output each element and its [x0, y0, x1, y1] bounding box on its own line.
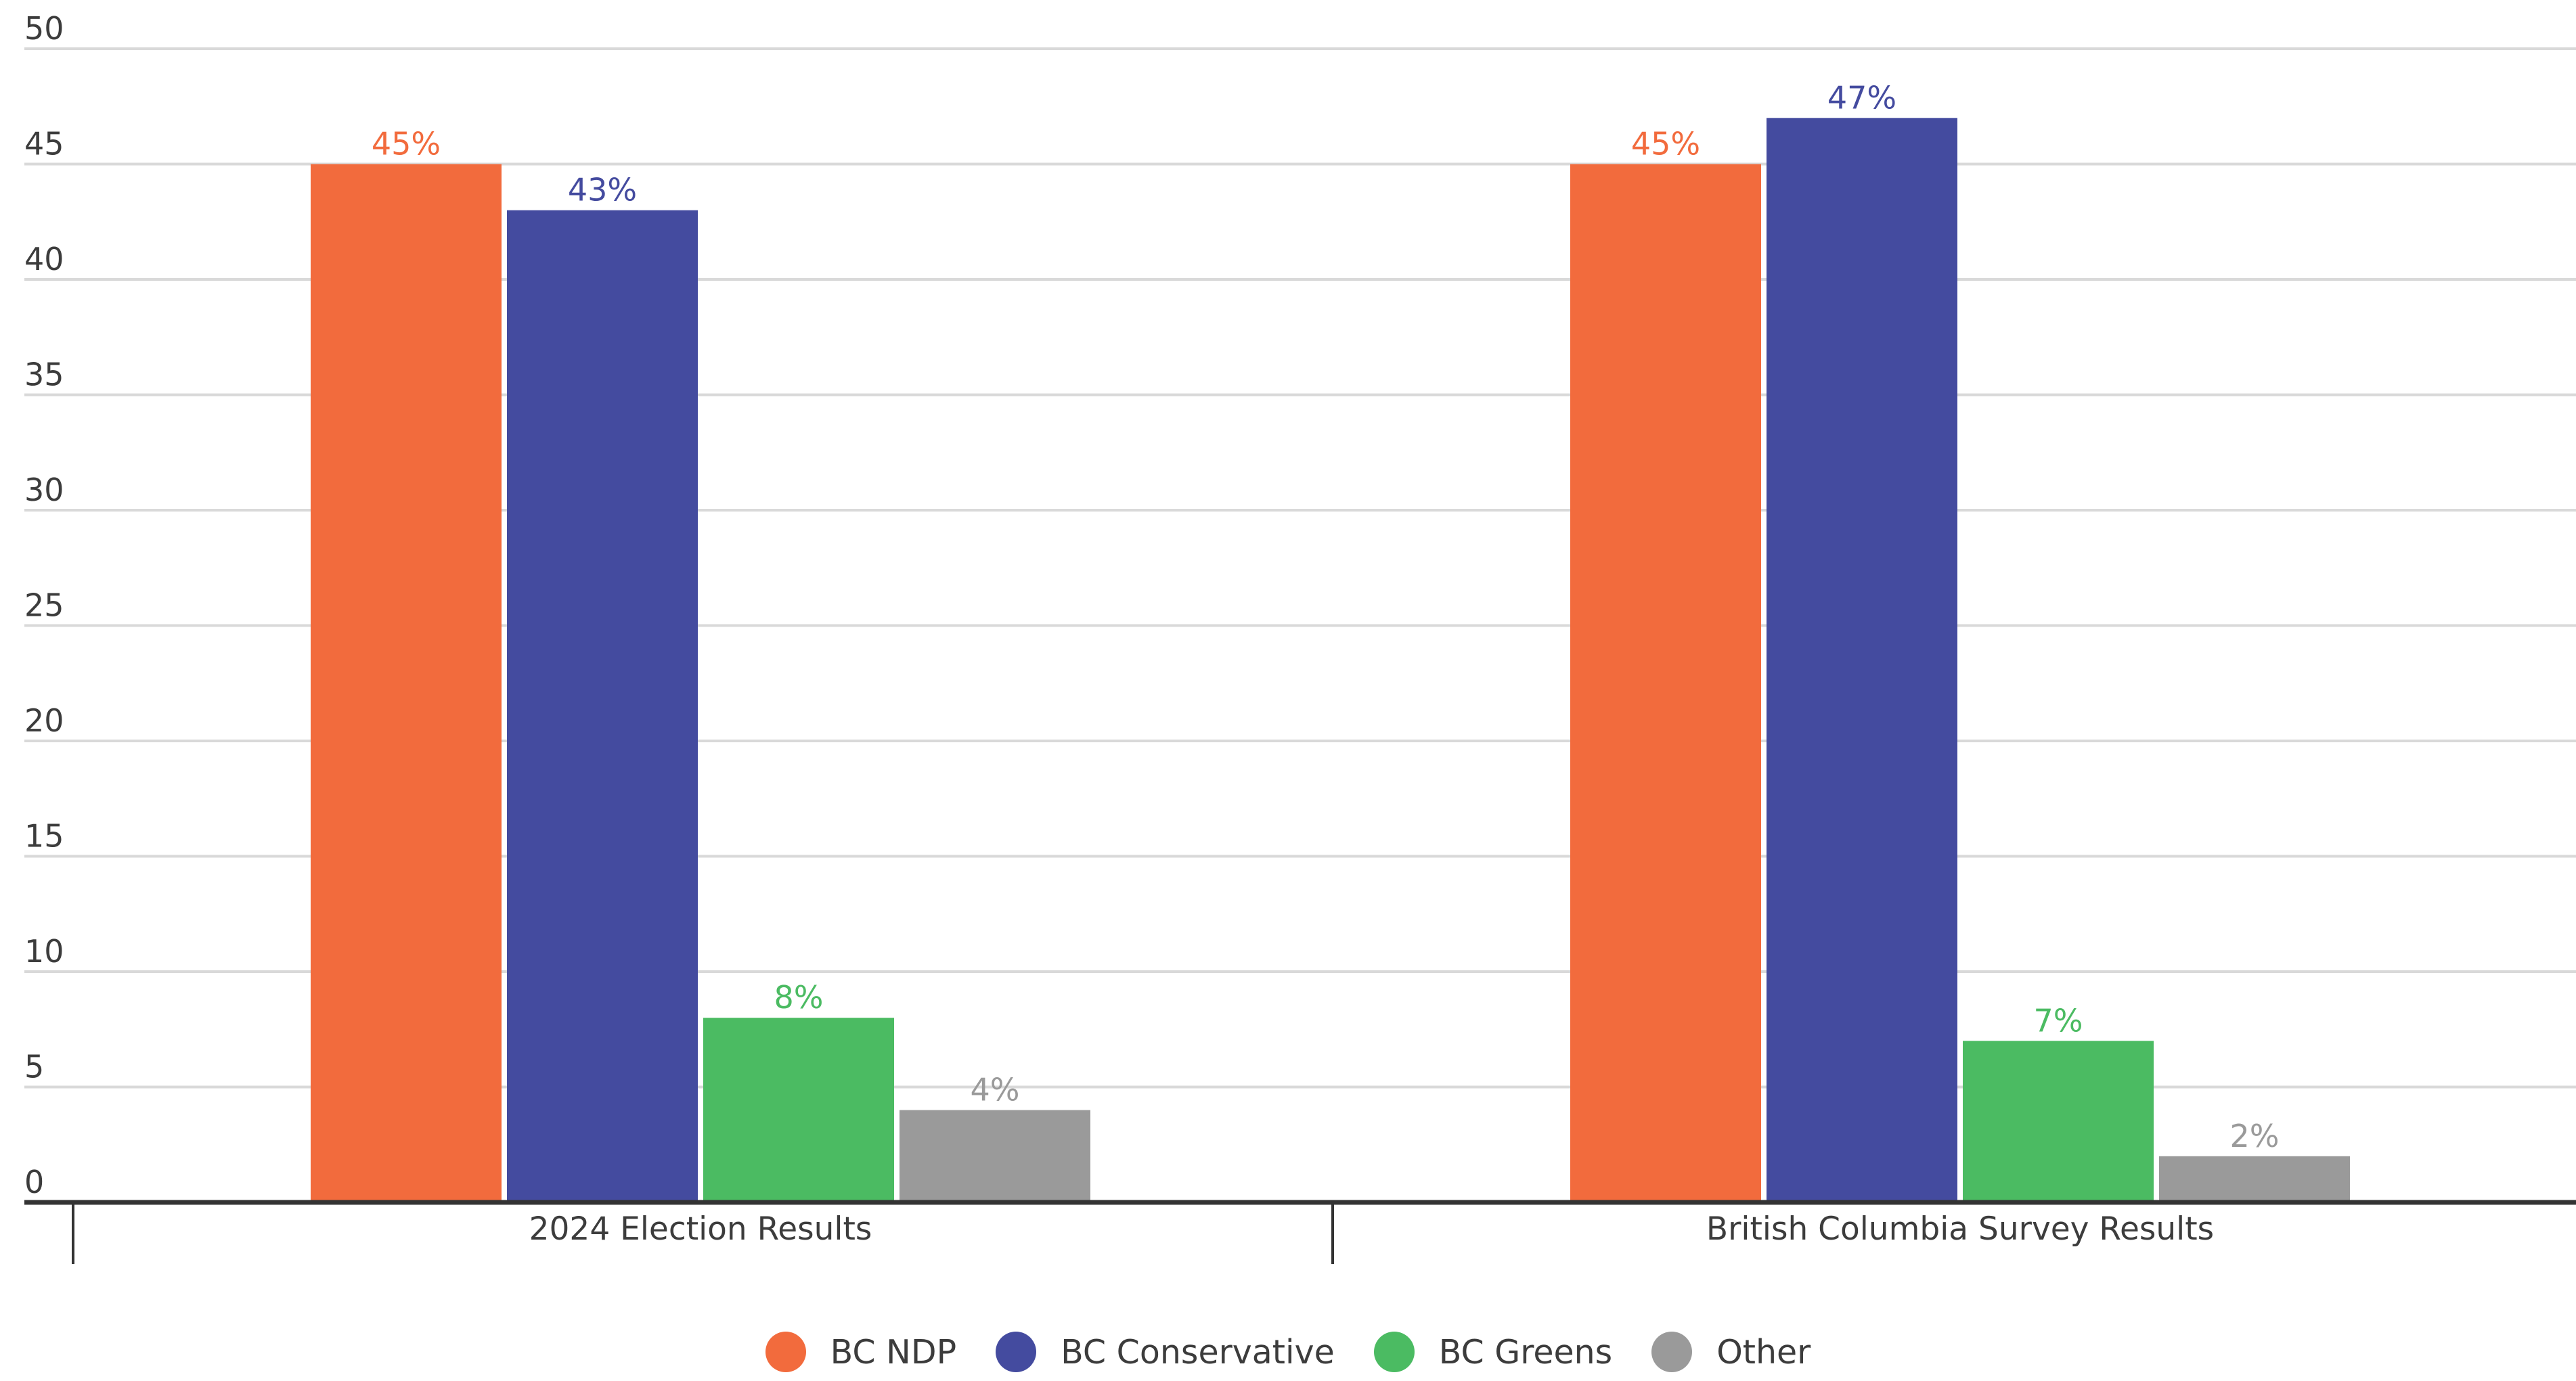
- y-tick-label: 35: [24, 357, 64, 393]
- legend-label: BC Greens: [1438, 1332, 1613, 1372]
- data-label: 4%: [971, 1072, 1020, 1108]
- x-category-label: British Columbia Survey Results: [1706, 1210, 2214, 1248]
- y-tick-label: 0: [24, 1164, 44, 1200]
- legend-item[interactable]: BC NDP: [765, 1332, 956, 1372]
- y-tick-label: 50: [24, 10, 64, 47]
- bar: [2159, 1156, 2350, 1202]
- data-label: 45%: [372, 126, 441, 162]
- bar: [311, 164, 502, 1202]
- y-tick-label: 25: [24, 587, 64, 624]
- y-tick-label: 20: [24, 702, 64, 739]
- x-category-label: 2024 Election Results: [529, 1210, 872, 1248]
- legend: BC NDP BC Conservative BC Greens Other: [0, 1323, 2576, 1381]
- bar: [507, 210, 698, 1203]
- legend-swatch-icon: [1651, 1332, 1693, 1372]
- y-tick-label: 15: [24, 818, 64, 855]
- data-label: 45%: [1631, 126, 1700, 162]
- legend-swatch-icon: [996, 1332, 1037, 1372]
- legend-item[interactable]: BC Greens: [1373, 1332, 1613, 1372]
- legend-item[interactable]: BC Conservative: [996, 1332, 1335, 1372]
- y-tick-label: 40: [24, 241, 64, 277]
- data-label: 7%: [2034, 1002, 2083, 1039]
- y-tick-label: 30: [24, 472, 64, 508]
- bars: [311, 118, 2350, 1203]
- y-tick-label: 5: [24, 1049, 44, 1085]
- bar: [900, 1110, 1090, 1202]
- legend-swatch-icon: [765, 1332, 806, 1372]
- x-axis: [24, 1200, 2576, 1264]
- legend-label: BC Conservative: [1061, 1332, 1335, 1372]
- bar: [1767, 118, 1957, 1202]
- bar: [1570, 164, 1761, 1202]
- bar: [703, 1018, 894, 1202]
- data-label: 2%: [2230, 1118, 2280, 1154]
- x-axis-categories: 2024 Election Results British Columbia Su…: [529, 1210, 2215, 1248]
- bar: [1963, 1041, 2154, 1202]
- data-labels: 45% 43% 8% 4% 45% 47% 7% 2%: [372, 79, 2280, 1154]
- legend-item[interactable]: Other: [1651, 1332, 1811, 1372]
- legend-swatch-icon: [1373, 1332, 1415, 1372]
- data-label: 8%: [774, 979, 824, 1016]
- legend-label: BC NDP: [830, 1332, 957, 1372]
- y-axis-ticks: 0 5 10 15 20 25 30 35 40 45 50: [24, 10, 64, 1200]
- legend-label: Other: [1716, 1332, 1811, 1372]
- y-tick-label: 10: [24, 933, 64, 970]
- y-tick-label: 45: [24, 126, 64, 162]
- data-label: 47%: [1827, 79, 1896, 116]
- data-label: 43%: [568, 172, 637, 208]
